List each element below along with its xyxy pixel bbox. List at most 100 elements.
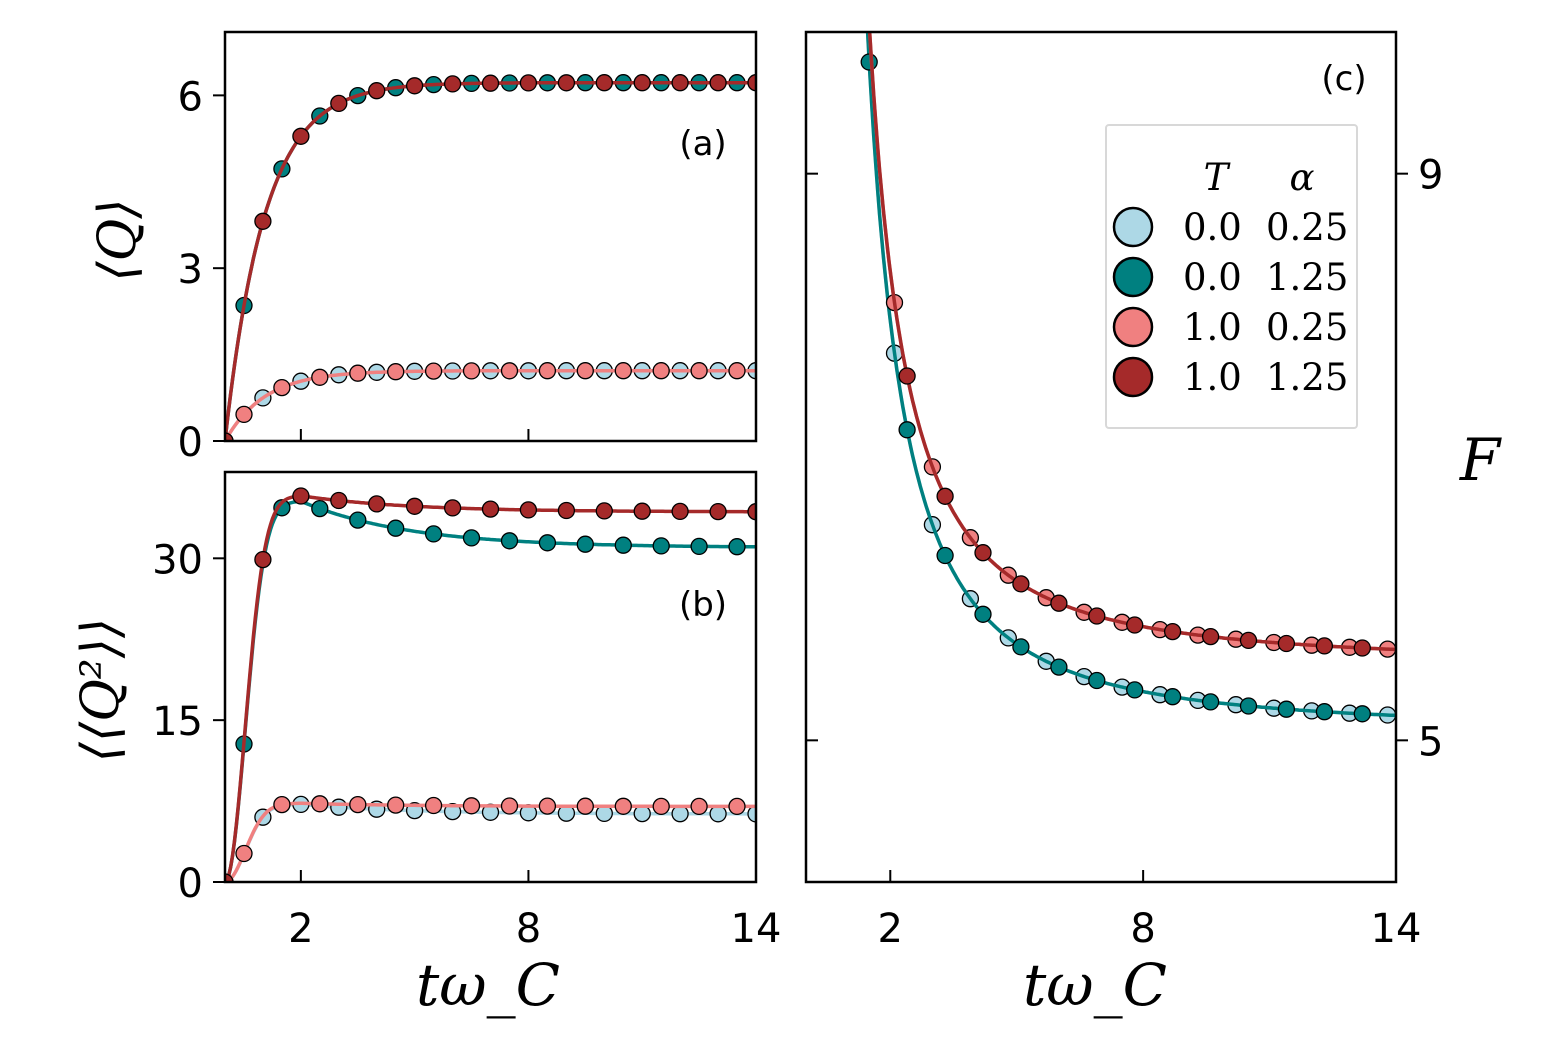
x-tick-label-c: 8	[1130, 906, 1155, 952]
data-point-a-4	[292, 127, 310, 145]
data-point-a-3	[311, 368, 329, 386]
data-point-a-3	[538, 362, 557, 380]
x-tick-label-b: 14	[731, 906, 782, 952]
data-point-a-3	[387, 363, 405, 381]
y-tick-label-b: 30	[152, 537, 203, 583]
legend-T-1: 0.0	[1183, 206, 1242, 249]
data-point-b-2	[538, 534, 557, 552]
x-tick-label-b: 8	[516, 906, 541, 952]
axes-frame-c	[804, 30, 1398, 884]
data-point-a-4	[443, 75, 462, 93]
legend-alpha-1: 0.25	[1266, 206, 1348, 249]
data-point-a-4	[225, 432, 234, 441]
data-point-c-2	[1126, 681, 1144, 699]
data-point-a-4	[557, 74, 576, 92]
data-point-a-3	[576, 362, 594, 380]
x-tick-label-b: 2	[288, 906, 313, 952]
data-point-a-4	[405, 77, 424, 95]
data-point-c-2	[974, 605, 992, 623]
data-point-c-4	[1088, 607, 1106, 625]
panel-b-ylabel: ⟨⟨Q²⟩⟩	[71, 618, 131, 763]
data-point-a-4	[368, 82, 386, 100]
data-point-a-4	[709, 74, 727, 92]
data-point-b-4	[557, 501, 576, 520]
y-tick-label-b: 15	[152, 699, 203, 745]
data-point-b-2	[387, 519, 405, 537]
data-point-c-2	[1201, 693, 1220, 711]
data-point-b-2	[728, 538, 746, 556]
data-point-b-4	[225, 873, 234, 882]
data-point-b-4	[405, 497, 424, 515]
data-point-b-2	[349, 511, 367, 529]
data-point-b-4	[747, 503, 756, 521]
y-tick-label-c: 5	[1418, 719, 1443, 765]
data-point-c-4	[898, 367, 916, 385]
panel-c-xlabel: tω_C	[1023, 951, 1167, 1019]
data-point-b-3	[728, 797, 746, 816]
data-point-a-4	[481, 74, 500, 92]
data-point-a-4	[633, 74, 651, 92]
data-point-b-3	[576, 797, 594, 815]
data-point-b-4	[595, 502, 613, 520]
data-point-c-2	[1353, 705, 1371, 723]
data-point-b-1	[709, 805, 727, 823]
data-point-c-4	[1277, 634, 1296, 653]
data-point-b-3	[424, 796, 443, 815]
data-point-b-4	[671, 502, 689, 521]
data-point-c-4	[936, 487, 954, 505]
legend-alpha-3: 0.25	[1266, 306, 1348, 349]
legend-marker-1	[1112, 206, 1154, 248]
legend-frame	[1105, 124, 1358, 429]
data-point-b-4	[709, 502, 727, 521]
data-point-b-3	[652, 797, 670, 816]
data-point-a-3	[462, 362, 481, 380]
data-point-b-2	[311, 499, 329, 518]
data-point-a-3	[235, 405, 253, 424]
data-point-b-2	[273, 499, 291, 517]
data-point-b-2	[576, 535, 594, 553]
y-tick-label-c: 9	[1418, 153, 1443, 199]
legend-T-3: 1.0	[1183, 306, 1242, 349]
data-point-b-4	[292, 487, 310, 505]
data-point-b-2	[652, 537, 670, 555]
data-point-a-4	[671, 74, 689, 92]
data-point-c-2	[1239, 697, 1258, 715]
data-point-b-3	[462, 797, 481, 815]
data-point-a-3	[728, 362, 746, 380]
data-point-b-1	[747, 805, 756, 823]
data-point-b-4	[443, 499, 462, 517]
data-point-a-4	[595, 74, 613, 92]
x-tick-label-c: 14	[1371, 906, 1422, 952]
data-point-a-3	[424, 362, 443, 380]
legend-alpha-2: 1.25	[1266, 256, 1348, 299]
legend: T α 0.0 0.25 0.0 1.25 1.0 0.25 1.0 1.25	[1105, 124, 1358, 429]
data-point-c-2	[860, 53, 878, 71]
data-point-c-4	[974, 544, 992, 562]
y-tick-label-a: 0	[178, 420, 203, 466]
data-point-b-4	[368, 495, 386, 513]
data-point-b-4	[633, 502, 651, 520]
legend-marker-4	[1112, 356, 1154, 398]
data-point-b-4	[330, 491, 348, 510]
data-point-a-4	[330, 94, 348, 113]
data-point-c-4	[1201, 627, 1220, 646]
data-point-c-4	[1239, 631, 1258, 650]
data-point-c-4	[1050, 594, 1068, 612]
data-point-b-4	[481, 500, 500, 518]
data-point-a-4	[747, 74, 756, 92]
data-point-a-4	[519, 74, 538, 92]
axes-frame-b	[223, 470, 758, 884]
data-point-c-2	[898, 421, 916, 439]
data-point-b-3	[235, 844, 253, 863]
data-point-c-2	[1277, 700, 1296, 718]
data-point-b-3	[387, 796, 405, 814]
data-point-c-2	[936, 546, 954, 565]
data-point-a-3	[273, 378, 291, 397]
data-point-a-3	[500, 362, 519, 380]
legend-T-2: 0.0	[1183, 256, 1242, 299]
panel-b-label: (b)	[679, 585, 727, 625]
data-point-c-4	[1012, 575, 1030, 593]
data-point-a-3	[690, 362, 708, 380]
